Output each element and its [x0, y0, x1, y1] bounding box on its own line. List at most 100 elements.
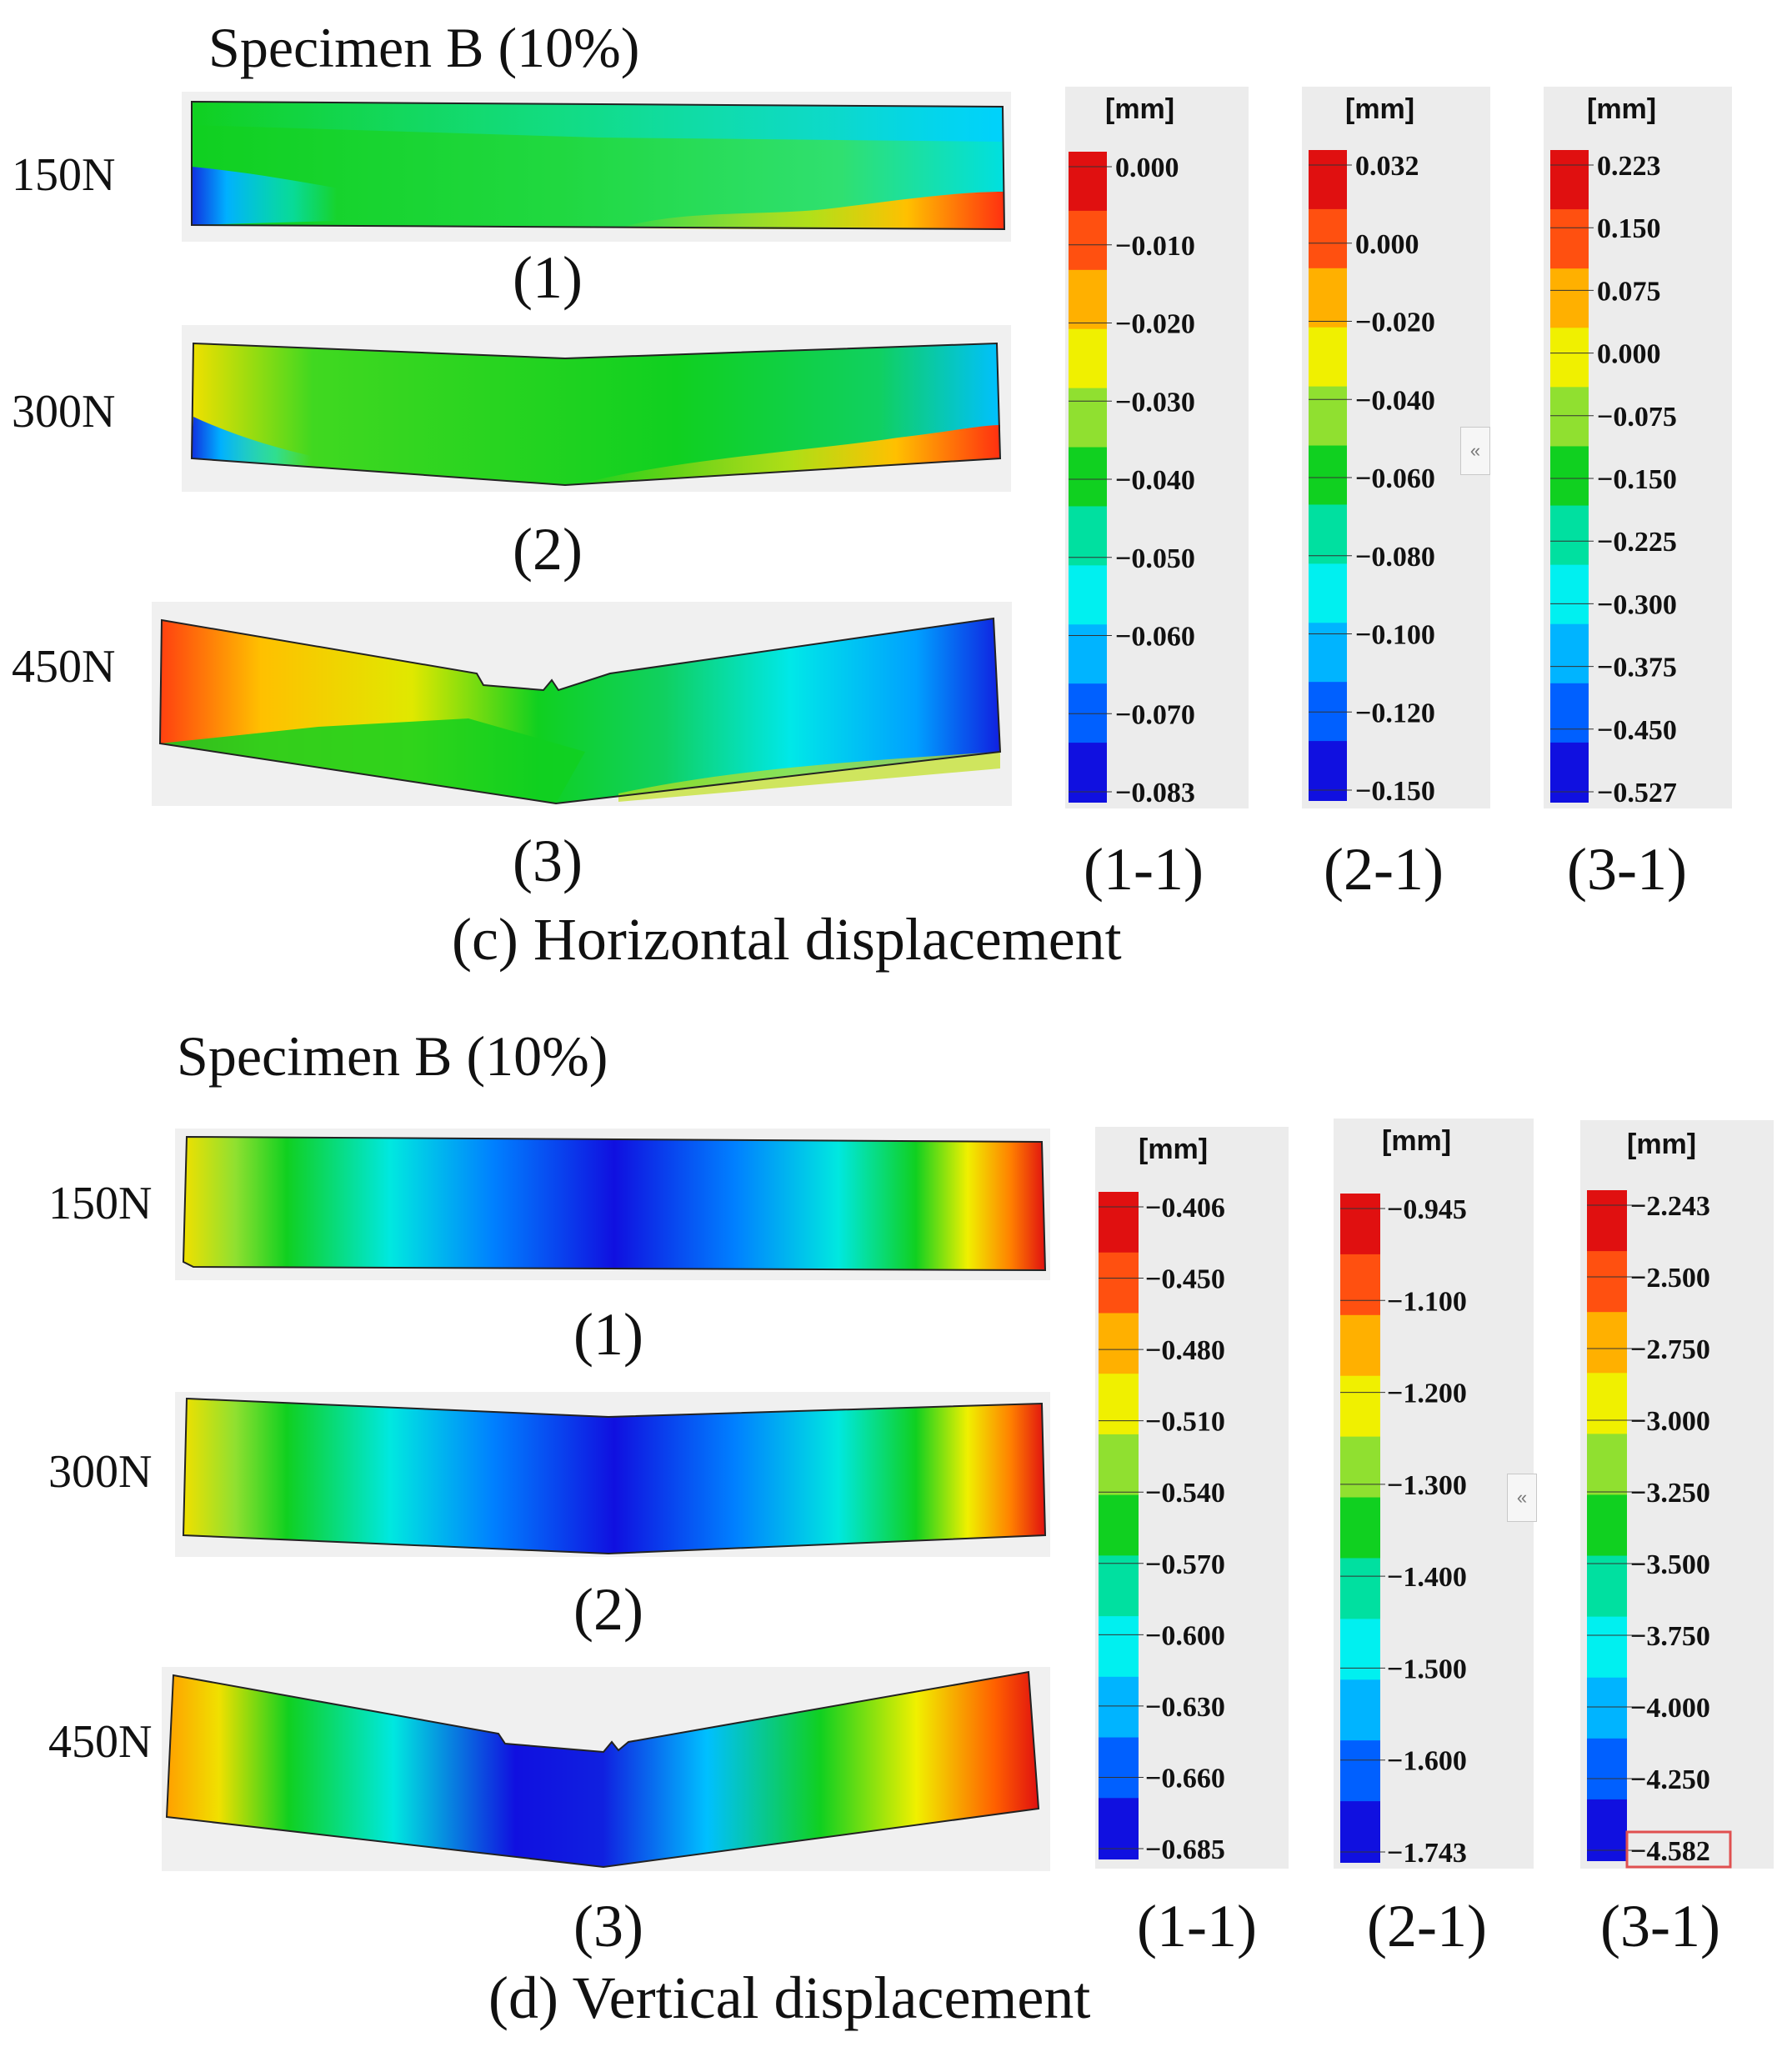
- section-c-contour-2: [182, 325, 1011, 492]
- section-c-colorbar-label-2: (2-1): [1324, 836, 1444, 903]
- section-d-panel-label-2: (2): [573, 1576, 643, 1643]
- colorbar-band: [1069, 713, 1107, 744]
- colorbar-band: [1099, 1737, 1139, 1769]
- colorbar-band: [1587, 1677, 1627, 1709]
- colorbar-tick-label: −3.250: [1630, 1478, 1710, 1509]
- colorbar-band: [1587, 1769, 1627, 1800]
- colorbar-band: [1099, 1525, 1139, 1557]
- colorbar-band: [1550, 416, 1589, 448]
- colorbar-band: [1309, 357, 1347, 388]
- colorbar-band: [1069, 743, 1107, 773]
- section-d-contour-3: [162, 1667, 1050, 1871]
- section-d-colorbar-label-1: (1-1): [1137, 1893, 1257, 1959]
- colorbar-band: [1550, 772, 1589, 803]
- colorbar-band: [1587, 1403, 1627, 1435]
- colorbar-band: [1309, 741, 1347, 772]
- colorbar-tick-label: −0.510: [1145, 1407, 1225, 1438]
- colorbar-tick-label: −1.500: [1387, 1654, 1467, 1684]
- section-c-panel-label-3: (3): [513, 828, 583, 894]
- colorbar-tick-label: 0.000: [1115, 153, 1179, 183]
- colorbar-unit: [mm]: [1105, 93, 1175, 125]
- colorbar-band: [1550, 179, 1589, 211]
- colorbar-ramp: 0.000 −0.010 −0.020 −0.030 −0.040 −0.050 −0.06…: [1069, 152, 1195, 808]
- colorbar-band: [1550, 476, 1589, 507]
- colorbar-band: [1069, 447, 1107, 478]
- colorbar-tick-label: 0.000: [1355, 229, 1419, 260]
- colorbar-band: [1069, 388, 1107, 419]
- section-d-load-2: 300N: [48, 1446, 153, 1498]
- colorbar-band: [1309, 475, 1347, 506]
- section-c-colorbar-3: [mm] 0.223 0.150 0.075 0.000 −0.075 −0.150 −0.…: [1544, 87, 1732, 808]
- colorbar-band: [1550, 357, 1589, 388]
- section-c-colorbar-label-1: (1-1): [1084, 836, 1204, 903]
- colorbar-band: [1340, 1406, 1380, 1438]
- colorbar-band: [1587, 1251, 1627, 1283]
- colorbar-band: [1340, 1436, 1380, 1469]
- section-d-panel-label-3: (3): [573, 1893, 643, 1959]
- section-d-contour-1: [175, 1129, 1050, 1280]
- colorbar-unit: [mm]: [1587, 93, 1657, 125]
- colorbar-tick-label: −4.000: [1630, 1693, 1710, 1724]
- colorbar-band: [1099, 1646, 1139, 1678]
- colorbar-band: [1099, 1434, 1139, 1466]
- colorbar-tick-label: −0.945: [1387, 1194, 1467, 1225]
- colorbar-tick-label: −3.500: [1630, 1549, 1710, 1580]
- colorbar-tick-label: −0.120: [1355, 698, 1435, 728]
- highlight-box: [1625, 1830, 1732, 1869]
- section-c-title: Specimen B (10%): [208, 16, 640, 79]
- colorbar-ramp: −0.945 −1.100 −1.200 −1.300 −1.400 −1.500 −1.6…: [1340, 1194, 1467, 1869]
- colorbar-tick-label: −1.300: [1387, 1470, 1467, 1501]
- colorbar-band: [1340, 1345, 1380, 1377]
- colorbar-band: [1069, 594, 1107, 626]
- colorbar-tick-label: −3.000: [1630, 1406, 1710, 1437]
- section-c-load-3: 450N: [12, 641, 116, 693]
- colorbar-tick-label: −0.083: [1115, 778, 1195, 808]
- colorbar-band: [1340, 1375, 1380, 1408]
- colorbar-tick-label: −0.685: [1145, 1834, 1225, 1865]
- colorbar-tick-label: −0.080: [1355, 542, 1435, 573]
- colorbar-band: [1099, 1343, 1139, 1375]
- colorbar-band: [1587, 1616, 1627, 1649]
- colorbar-tick-label: −2.500: [1630, 1263, 1710, 1294]
- colorbar-band: [1587, 1373, 1627, 1404]
- colorbar-band: [1550, 505, 1589, 537]
- colorbar-band: [1309, 593, 1347, 624]
- colorbar-unit: [mm]: [1627, 1129, 1697, 1160]
- colorbar-band: [1069, 358, 1107, 389]
- colorbar-band: [1099, 1494, 1139, 1526]
- colorbar-band: [1099, 1222, 1139, 1254]
- section-d-colorbar-3: [mm] −2.243 −2.500 −2.750 −3.000 −3.250 −3.50…: [1580, 1120, 1774, 1869]
- colorbar-band: [1340, 1528, 1380, 1559]
- colorbar-tick-label: −0.300: [1597, 589, 1677, 620]
- colorbar-band: [1309, 386, 1347, 418]
- colorbar-band: [1099, 1585, 1139, 1618]
- colorbar-band: [1550, 653, 1589, 684]
- colorbar-band: [1550, 535, 1589, 566]
- colorbar-tick-label: −0.527: [1597, 778, 1677, 808]
- colorbar-band: [1587, 1312, 1627, 1344]
- colorbar-band: [1587, 1220, 1627, 1253]
- colorbar-band: [1340, 1801, 1380, 1833]
- colorbar-band: [1309, 533, 1347, 565]
- section-c-colorbar-1: [mm] 0.000 −0.010 −0.020 −0.030 −0.040 −0.050…: [1065, 87, 1249, 808]
- section-d-load-3: 450N: [48, 1716, 153, 1768]
- collapse-handle[interactable]: «: [1507, 1474, 1537, 1522]
- colorbar-band: [1069, 772, 1107, 803]
- collapse-handle[interactable]: «: [1460, 427, 1490, 475]
- colorbar-band: [1099, 1192, 1139, 1224]
- colorbar-band: [1587, 1555, 1627, 1588]
- colorbar-band: [1099, 1676, 1139, 1709]
- colorbar-band: [1099, 1767, 1139, 1799]
- colorbar-tick-label: −0.600: [1145, 1620, 1225, 1651]
- colorbar-band: [1069, 240, 1107, 271]
- colorbar-band: [1550, 209, 1589, 240]
- colorbar-band: [1069, 181, 1107, 212]
- section-c-load-2: 300N: [12, 386, 116, 438]
- colorbar-tick-label: −0.450: [1597, 715, 1677, 746]
- colorbar-band: [1069, 269, 1107, 301]
- colorbar-band: [1550, 742, 1589, 773]
- colorbar-band: [1340, 1467, 1380, 1499]
- colorbar-band: [1069, 506, 1107, 537]
- section-c-load-1: 150N: [12, 149, 116, 201]
- colorbar-tick-label: −2.750: [1630, 1334, 1710, 1365]
